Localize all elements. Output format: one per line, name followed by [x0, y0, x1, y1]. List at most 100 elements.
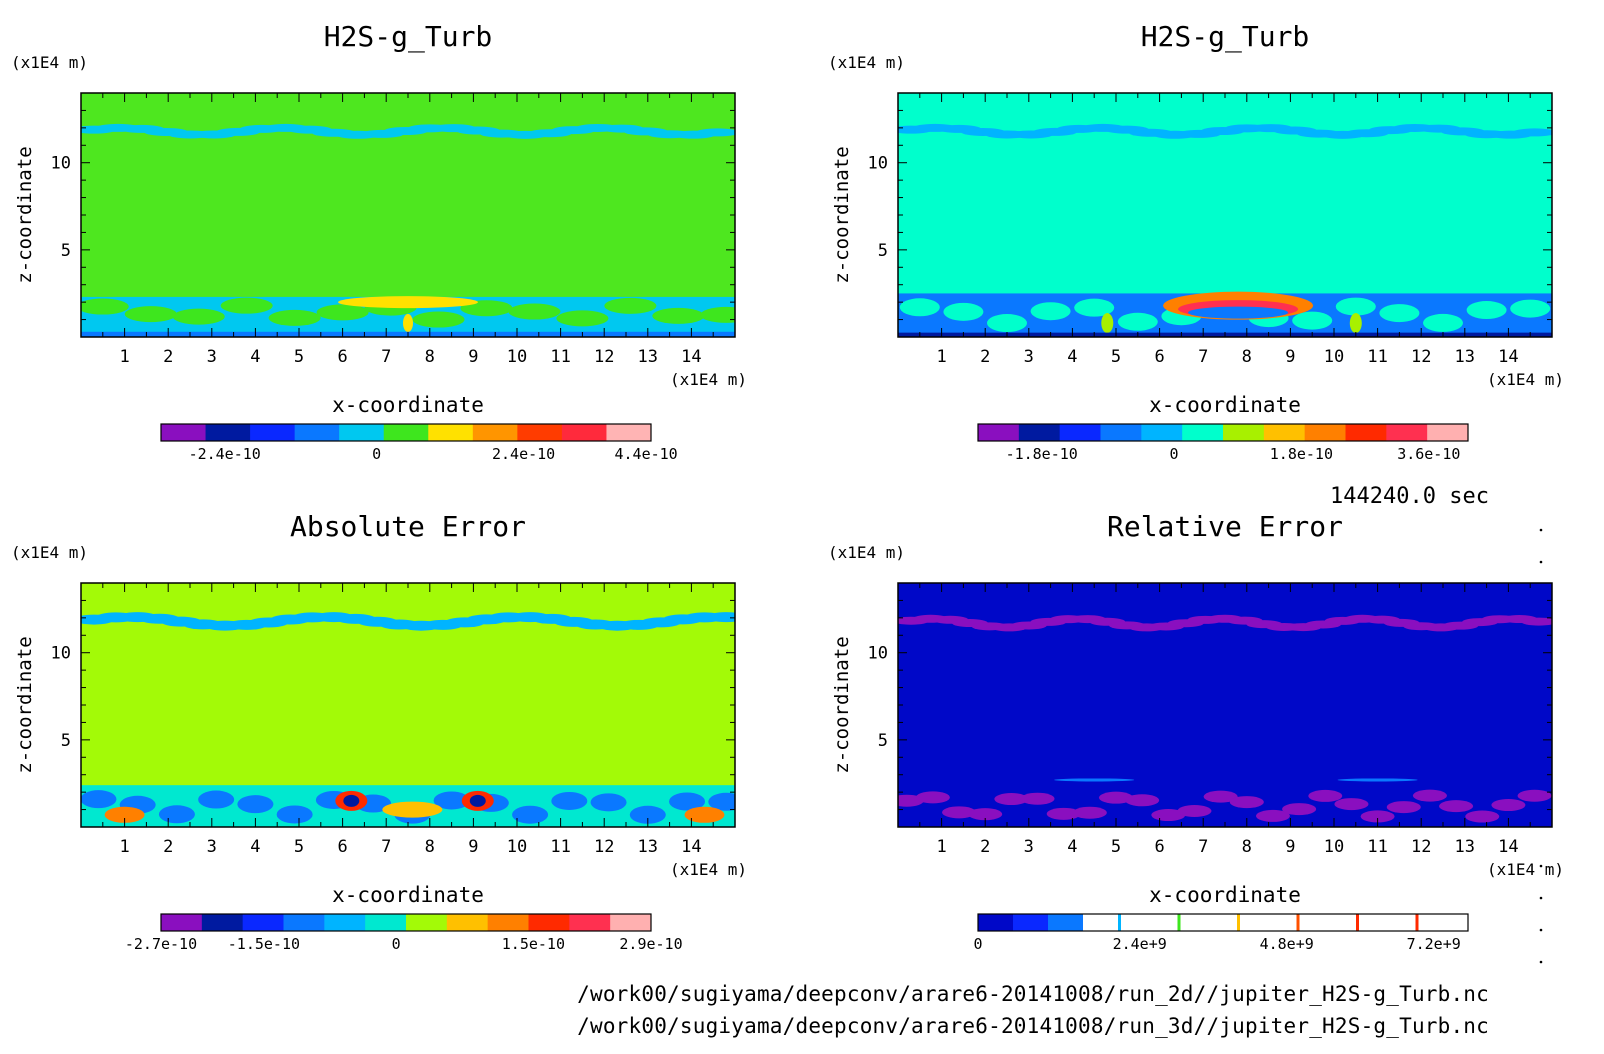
x-tick-label: 1: [119, 837, 129, 857]
colorbar-swatch: [1153, 914, 1189, 931]
colorbar-tick-label: 1.5e-10: [502, 935, 565, 953]
colorbar-separator: [1237, 914, 1240, 931]
colorbar-swatch: [1141, 424, 1183, 441]
colorbar-tick-label: 2.9e-10: [619, 935, 682, 953]
x-tick-label: 2: [980, 837, 990, 857]
colorbar-swatch: [201, 914, 244, 931]
colorbar-swatch: [1083, 914, 1119, 931]
field-feature: [81, 298, 129, 315]
x-tick-label: 4: [250, 837, 260, 857]
field-feature: [124, 306, 177, 323]
colorbar-tick-label: 2.4e-10: [492, 445, 555, 463]
y-tick-label: 10: [868, 154, 888, 174]
y-axis-label: z-coordinate: [831, 636, 853, 773]
field-feature: [943, 302, 984, 321]
x-tick-label: 14: [1498, 347, 1518, 367]
plot-area: [81, 583, 735, 827]
colorbar-swatch: [1263, 424, 1306, 441]
colorbar-swatch: [1223, 424, 1265, 441]
x-tick-label: 6: [337, 837, 347, 857]
field-feature: [1512, 128, 1552, 137]
x-tick-label: 11: [1367, 837, 1387, 857]
x-tick-label: 7: [1198, 837, 1208, 857]
marker-dot: [1539, 960, 1543, 964]
x-tick-label: 8: [425, 347, 435, 367]
colorbar-swatch: [1100, 424, 1142, 441]
colorbar-swatch: [1328, 914, 1364, 931]
field-feature: [994, 793, 1029, 806]
colorbar-frame: [977, 913, 1469, 932]
colorbar-swatch: [606, 424, 652, 441]
field-feature: [198, 790, 235, 809]
x-tick-label: 11: [1367, 347, 1387, 367]
chart-panel-2: H2S-g_Turb(x1E4 m)1 2 3 4 5 6 7 8 9 10 11 12 13 14510…: [828, 20, 1564, 463]
y-tick-label: 5: [61, 731, 71, 751]
x-tick-label: 6: [1154, 347, 1164, 367]
x-tick-label: 10: [507, 347, 527, 367]
x-tick-label: 6: [337, 347, 347, 367]
colorbar-swatch: [1304, 424, 1346, 441]
field-feature: [1030, 302, 1071, 321]
colorbar-swatch: [472, 424, 518, 441]
field-feature: [1125, 794, 1160, 807]
x-tick-label: 4: [1067, 837, 1077, 857]
field-feature: [695, 128, 735, 137]
x-tick-label: 9: [1285, 347, 1295, 367]
field-feature: [1379, 304, 1420, 323]
field-feature: [382, 801, 443, 818]
field-feature: [1360, 810, 1395, 823]
field-feature: [1292, 311, 1333, 330]
marker-dot: [1539, 928, 1543, 932]
colorbar-separator: [1356, 914, 1359, 931]
colorbar-swatch: [294, 424, 340, 441]
marker-dot: [1539, 896, 1543, 900]
field-feature: [1255, 809, 1290, 822]
colorbar-tick-label: -1.8e-10: [1006, 445, 1078, 463]
field-feature: [1117, 312, 1158, 331]
colorbar-swatch: [610, 914, 652, 931]
field-feature: [556, 310, 609, 327]
x-tick-label: 5: [1111, 837, 1121, 857]
field-feature: [433, 791, 470, 810]
colorbar-swatch: [406, 914, 448, 931]
colorbar-tick-label: 0: [392, 935, 401, 953]
y-unit-label: (x1E4 m): [828, 543, 905, 562]
chart-title: H2S-g_Turb: [1141, 20, 1310, 54]
field-feature: [1282, 803, 1317, 816]
chart-panel-3: Absolute Error(x1E4 m)1 2 3 4 5 6 7 8 9 10 11 12 13 1…: [11, 510, 747, 953]
x-tick-label: 9: [1285, 837, 1295, 857]
field-feature: [706, 612, 735, 623]
colorbar-tick-label: -1.5e-10: [228, 935, 300, 953]
x-tick-label: 1: [119, 347, 129, 367]
field-feature: [104, 806, 145, 823]
x-tick-label: 8: [1242, 837, 1252, 857]
x-tick-label: 13: [1455, 347, 1475, 367]
colorbar-swatch: [324, 914, 366, 931]
x-unit-label: (x1E4 m): [670, 370, 747, 389]
x-axis-label: x-coordinate: [1149, 883, 1301, 907]
colorbar-separator: [1118, 914, 1121, 931]
x-tick-label: 14: [1498, 837, 1518, 857]
colorbar-frame: [160, 423, 652, 442]
field-feature: [1349, 313, 1362, 334]
colorbar-tick-label: 0: [973, 935, 982, 953]
x-unit-label: (x1E4 m): [1487, 370, 1564, 389]
field-feature: [1074, 298, 1115, 317]
colorbar-swatch: [1059, 424, 1101, 441]
marker-dot: [1539, 560, 1543, 564]
y-axis-label: z-coordinate: [831, 146, 853, 283]
x-unit-label: (x1E4 m): [1487, 860, 1564, 879]
colorbar-swatch: [1188, 914, 1224, 931]
field-feature: [343, 794, 360, 807]
y-axis-label: z-coordinate: [14, 146, 36, 283]
chart-title: H2S-g_Turb: [324, 20, 493, 54]
colorbar-swatch: [528, 914, 570, 931]
field-feature: [899, 298, 940, 317]
x-tick-label: 4: [1067, 347, 1077, 367]
x-axis-label: x-coordinate: [332, 883, 484, 907]
colorbar: -2.7e-10 -1.5e-10 0 1.5e-10 2.9e-10: [125, 913, 683, 953]
field-feature: [1177, 805, 1212, 818]
colorbar-tick-label: 7.2e+9: [1407, 935, 1461, 953]
colorbar: 0 2.4e+9 4.8e+9 7.2e+9: [973, 913, 1469, 953]
